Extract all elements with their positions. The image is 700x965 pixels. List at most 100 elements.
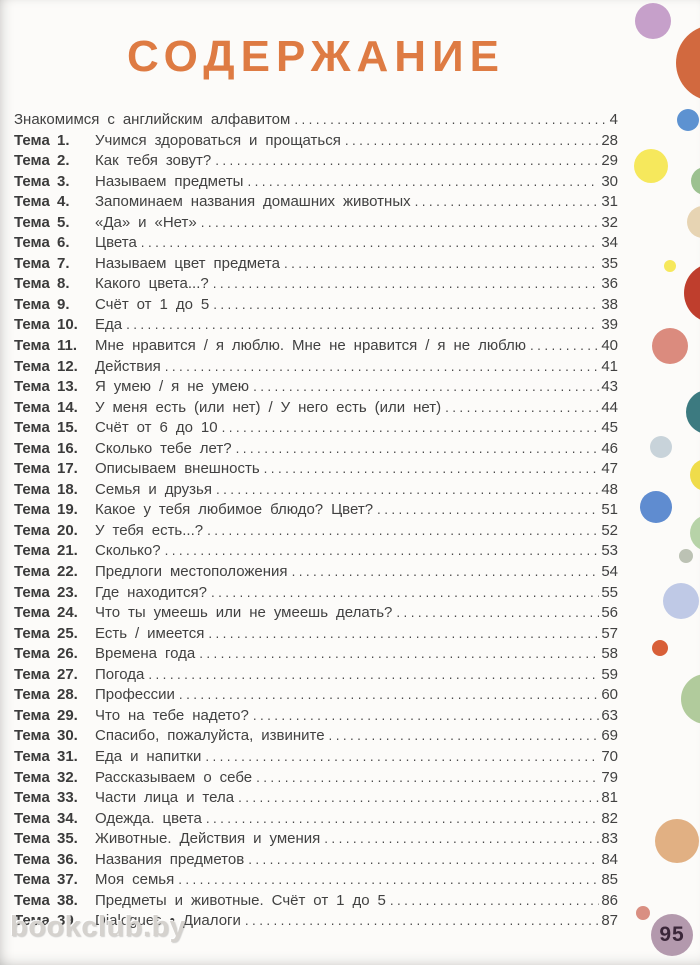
toc-entry: Тема 38. Предметы и животные. Счёт от 1 до… <box>14 891 618 912</box>
toc-entry-title: Предметы и животные. Счёт от 1 до 5 <box>95 891 386 909</box>
dot-leader <box>245 911 599 932</box>
toc-entry-title: Еда и напитки <box>95 747 202 765</box>
toc-entry-label-word: Тема <box>14 337 50 355</box>
dot-leader <box>206 809 600 830</box>
dot-leader <box>238 788 599 809</box>
table-of-contents: Знакомимся с английским алфавитом 4 Тема 1.… <box>14 110 618 932</box>
decorative-circle <box>676 25 700 101</box>
toc-entry-label-word: Тема <box>14 398 50 416</box>
toc-entry-number: 24. <box>57 604 78 622</box>
toc-entry-label-word: Тема <box>14 480 50 498</box>
toc-entry-page: 44 <box>601 398 618 416</box>
decorative-circle <box>663 583 699 619</box>
toc-entry: Тема 3. Называем предметы 30 <box>14 172 618 193</box>
toc-entry-label: Тема 27. <box>14 665 95 686</box>
dot-leader <box>208 624 599 645</box>
toc-entry-label: Тема 9. <box>14 295 95 316</box>
toc-entry: Тема 30. Спасибо, пожалуйста, извините 69 <box>14 726 618 747</box>
toc-entry-number: 10. <box>57 316 78 334</box>
decorative-circle <box>681 674 700 724</box>
toc-entry-label-word: Тема <box>14 501 50 519</box>
toc-entry: Тема 9. Счёт от 1 до 5 38 <box>14 295 618 316</box>
toc-entry-number: 33. <box>57 789 78 807</box>
toc-entry-label-word: Тема <box>14 912 50 930</box>
toc-entry-number: 22. <box>57 563 78 581</box>
toc-entry-title: Профессии <box>95 686 175 704</box>
page-number: 95 <box>659 923 685 946</box>
toc-entry-label-word: Тема <box>14 665 50 683</box>
toc-entry-number: 23. <box>57 583 78 601</box>
dot-leader <box>294 110 607 131</box>
toc-entry-page: 4 <box>609 111 618 128</box>
toc-entry-label: Тема 20. <box>14 521 95 542</box>
toc-entry-title: Dialogues • Диалоги <box>95 912 241 930</box>
dot-leader <box>377 500 599 521</box>
toc-entry: Тема 21. Сколько? 53 <box>14 541 618 562</box>
toc-entry-number: 6. <box>57 234 70 252</box>
decorative-circle <box>684 263 700 323</box>
toc-entry-page: 31 <box>601 193 618 211</box>
toc-entry: Тема 25. Есть / имеется 57 <box>14 624 618 645</box>
toc-entry-page: 47 <box>601 460 618 478</box>
toc-entry-label: Тема 7. <box>14 254 95 275</box>
toc-entry: Знакомимся с английским алфавитом 4 <box>14 110 618 131</box>
toc-entry-label-word: Тема <box>14 275 50 293</box>
toc-entry-title: Запоминаем названия домашних животных <box>95 193 411 211</box>
toc-entry-number: 9. <box>57 295 70 313</box>
toc-entry-label-word: Тема <box>14 583 50 601</box>
toc-entry-label-word: Тема <box>14 768 50 786</box>
dot-leader <box>178 870 599 891</box>
toc-entry-title: Части лица и тела <box>95 789 235 807</box>
toc-entry: Тема 11. Мне нравится / я люблю. Мне не нр… <box>14 336 618 357</box>
toc-entry-label-word: Тема <box>14 686 50 704</box>
toc-entry-title: Где находится? <box>95 583 207 601</box>
decorative-circle <box>664 260 676 272</box>
toc-entry-number: 12. <box>57 357 78 375</box>
toc-entry-number: 39. <box>57 912 78 930</box>
toc-entry-title: Моя семья <box>95 871 175 889</box>
toc-entry-number: 17. <box>57 460 78 478</box>
dot-leader <box>141 233 600 254</box>
toc-entry-label-word: Тема <box>14 891 50 909</box>
toc-entry-page: 35 <box>601 254 618 272</box>
toc-entry-title: Спасибо, пожалуйста, извините <box>95 727 325 745</box>
dot-leader <box>216 480 599 501</box>
toc-entry-title: Называем цвет предмета <box>95 254 280 272</box>
dot-leader <box>207 521 599 542</box>
toc-entry-label: Тема 3. <box>14 172 95 193</box>
toc-entry-title: Сколько тебе лет? <box>95 439 232 457</box>
dot-leader <box>445 398 599 419</box>
toc-entry-label-word: Тема <box>14 378 50 396</box>
toc-entry-number: 18. <box>57 480 78 498</box>
dot-leader <box>213 274 600 295</box>
toc-entry-label-word: Тема <box>14 604 50 622</box>
toc-entry: Тема 16. Сколько тебе лет? 46 <box>14 439 618 460</box>
toc-entry-label: Тема 33. <box>14 788 95 809</box>
toc-entry-number: 13. <box>57 378 78 396</box>
toc-entry: Тема 39. Dialogues • Диалоги 87 <box>14 911 618 932</box>
dot-leader <box>201 213 600 234</box>
toc-entry: Тема 32. Рассказываем о себе 79 <box>14 768 618 789</box>
toc-entry-number: 8. <box>57 275 70 293</box>
toc-entry-label: Тема 39. <box>14 911 95 932</box>
toc-entry-title: Как тебя зовут? <box>95 152 212 170</box>
toc-entry: Тема 19. Какое у тебя любимое блюдо? Цвет?… <box>14 500 618 521</box>
dot-leader <box>199 644 599 665</box>
toc-entry-label-word: Тема <box>14 563 50 581</box>
dot-leader <box>256 768 599 789</box>
toc-entry-label: Тема 14. <box>14 398 95 419</box>
toc-entry-label-word: Тема <box>14 419 50 437</box>
toc-entry-label-word: Тема <box>14 316 50 334</box>
toc-entry-title: Животные. Действия и умения <box>95 830 321 848</box>
dot-leader <box>126 315 599 336</box>
toc-entry-page: 84 <box>601 850 618 868</box>
toc-entry-title: Сколько? <box>95 542 161 560</box>
toc-entry-label: Тема 16. <box>14 439 95 460</box>
toc-entry-number: 36. <box>57 850 78 868</box>
toc-entry-label: Тема 21. <box>14 541 95 562</box>
toc-entry-label-word: Тема <box>14 439 50 457</box>
decorative-circle <box>687 206 700 238</box>
toc-entry-page: 58 <box>601 645 618 663</box>
toc-entry-label-word: Тема <box>14 460 50 478</box>
